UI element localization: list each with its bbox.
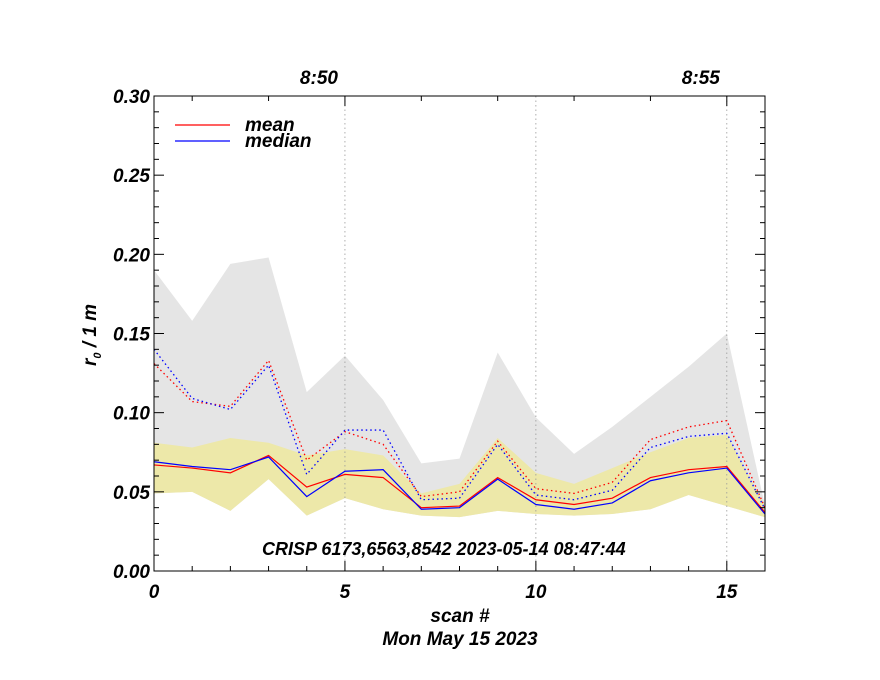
- legend: mean median: [175, 115, 312, 152]
- y-tick-label: 0.30: [113, 87, 150, 108]
- x-tick-label: 5: [340, 582, 351, 603]
- x-tick-label: 10: [525, 582, 547, 603]
- y-axis-title-sub: 0: [92, 352, 104, 359]
- y-tick-label: 0.05: [113, 483, 150, 504]
- legend-label-median: median: [245, 131, 312, 152]
- series-median-upper: [153, 348, 766, 510]
- y-tick-label: 0.15: [113, 325, 150, 346]
- x-tick-label: 15: [716, 582, 738, 603]
- ticks: 0.00 0.05 0.10 0.15 0.20 0.25 0.30 0 5 10 15 8:50 8:…: [113, 68, 766, 603]
- y-axis-title: r0 / 1 m: [80, 304, 104, 366]
- y-tick-label: 0.10: [113, 404, 150, 425]
- y-axis-title-main: r: [80, 357, 101, 366]
- date-label: Mon May 15 2023: [382, 629, 538, 650]
- series-median: [153, 456, 766, 515]
- series-lines: [153, 348, 766, 515]
- y-tick-label: 0.20: [113, 245, 150, 266]
- gray-band: [154, 257, 765, 518]
- legend-label-mean: mean: [245, 115, 295, 136]
- y-tick-label: 0.00: [113, 562, 150, 583]
- x-axis-title: scan #: [430, 606, 490, 627]
- x-tick-label: 0: [149, 582, 160, 603]
- chart-annotation: CRISP 6173,6563,8542 2023-05-14 08:47:44: [262, 539, 626, 559]
- top-time-label: 8:50: [300, 68, 338, 89]
- y-axis-title-rest: / 1 m: [80, 304, 101, 353]
- y-tick-label: 0.25: [113, 166, 150, 187]
- top-time-label: 8:55: [682, 68, 720, 89]
- bands: [154, 257, 765, 518]
